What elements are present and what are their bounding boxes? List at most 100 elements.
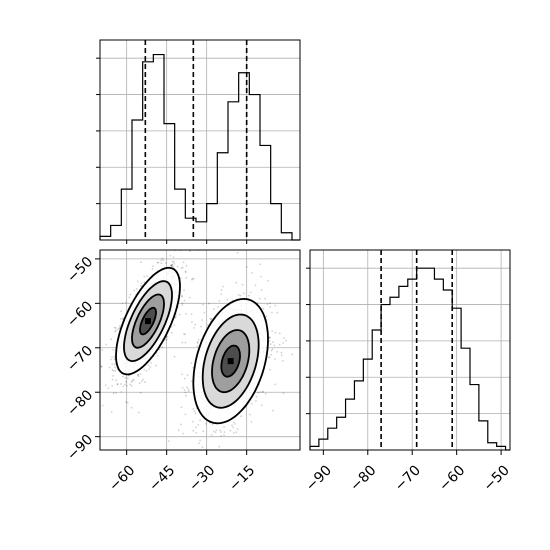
scatter-point bbox=[190, 380, 193, 382]
x-tick-label: −30 bbox=[186, 462, 218, 494]
scatter-point bbox=[214, 431, 217, 434]
scatter-point bbox=[119, 317, 122, 320]
scatter-point bbox=[210, 434, 213, 436]
scatter-point bbox=[114, 329, 117, 332]
scatter-point bbox=[165, 338, 168, 341]
scatter-point bbox=[119, 324, 121, 327]
scatter-point bbox=[130, 380, 133, 383]
scatter-point bbox=[255, 395, 258, 398]
scatter-point bbox=[173, 262, 176, 265]
scatter-point bbox=[167, 440, 170, 442]
scatter-point bbox=[138, 382, 141, 385]
scatter-point bbox=[100, 365, 103, 368]
scatter-point bbox=[115, 379, 117, 382]
scatter-point bbox=[129, 383, 132, 386]
scatter-point bbox=[179, 313, 181, 316]
scatter-point bbox=[264, 297, 266, 300]
scatter-point bbox=[111, 363, 114, 365]
scatter-point bbox=[183, 389, 186, 391]
scatter-point bbox=[111, 378, 114, 381]
histogram-step bbox=[309, 267, 510, 451]
x-tick-label: −15 bbox=[226, 462, 258, 494]
scatter-point bbox=[203, 311, 206, 314]
scatter-point bbox=[108, 366, 111, 369]
scatter-point bbox=[111, 385, 114, 387]
scatter-point bbox=[269, 343, 272, 345]
scatter-point bbox=[251, 272, 253, 274]
scatter-point bbox=[157, 261, 160, 264]
scatter-point bbox=[264, 393, 267, 395]
scatter-point bbox=[220, 293, 223, 296]
scatter-point bbox=[220, 289, 223, 291]
scatter-point bbox=[202, 303, 204, 306]
scatter-point bbox=[87, 382, 89, 384]
scatter-point bbox=[195, 426, 197, 429]
scatter-point bbox=[112, 349, 115, 351]
scatter-point bbox=[267, 356, 270, 359]
scatter-point bbox=[223, 431, 226, 433]
scatter-point bbox=[181, 294, 183, 297]
scatter-point bbox=[104, 384, 107, 387]
scatter-point bbox=[278, 332, 281, 335]
scatter-point bbox=[258, 297, 261, 300]
scatter-point bbox=[245, 266, 248, 268]
scatter-point bbox=[114, 327, 117, 329]
scatter-point bbox=[187, 390, 190, 393]
scatter-point bbox=[160, 259, 162, 262]
scatter-point bbox=[164, 262, 167, 264]
scatter-point bbox=[274, 383, 277, 386]
scatter-point bbox=[126, 401, 129, 404]
scatter-point bbox=[100, 366, 103, 368]
scatter-point bbox=[180, 423, 183, 426]
scatter-point bbox=[201, 319, 204, 321]
scatter-point bbox=[180, 406, 183, 409]
scatter-point bbox=[114, 370, 117, 372]
scatter-point bbox=[170, 264, 173, 267]
scatter-point bbox=[232, 426, 235, 429]
scatter-point bbox=[129, 293, 132, 296]
scatter-point bbox=[190, 313, 193, 316]
scatter-point bbox=[139, 373, 142, 375]
scatter-point bbox=[184, 270, 187, 273]
scatter-point bbox=[226, 298, 229, 301]
scatter-point bbox=[192, 366, 195, 369]
scatter-point bbox=[210, 318, 213, 321]
scatter-point bbox=[282, 392, 285, 395]
scatter-point bbox=[140, 261, 142, 264]
x-tick-label: −70 bbox=[392, 462, 424, 494]
scatter-point bbox=[114, 366, 116, 369]
scatter-point bbox=[101, 349, 104, 351]
scatter-point bbox=[217, 305, 220, 308]
scatter-point bbox=[181, 302, 184, 304]
scatter-point bbox=[140, 284, 142, 287]
scatter-point bbox=[112, 369, 115, 372]
histogram-step bbox=[99, 53, 300, 241]
scatter-point bbox=[251, 403, 253, 405]
scatter-point bbox=[152, 265, 154, 267]
scatter-point bbox=[170, 331, 173, 334]
scatter-point bbox=[220, 431, 223, 433]
scatter-point bbox=[184, 341, 187, 344]
scatter-point bbox=[271, 330, 273, 332]
scatter-point bbox=[182, 432, 185, 435]
scatter-point bbox=[156, 261, 159, 264]
scatter-point bbox=[173, 324, 176, 327]
scatter-point bbox=[179, 277, 182, 280]
scatter-point bbox=[274, 331, 277, 334]
scatter-point bbox=[205, 422, 207, 425]
scatter-point bbox=[177, 429, 180, 432]
scatter-point bbox=[111, 356, 113, 359]
scatter-point bbox=[116, 383, 119, 386]
scatter-point bbox=[269, 336, 271, 339]
scatter-point bbox=[193, 410, 196, 412]
scatter-point bbox=[197, 338, 200, 341]
axes-frame bbox=[99, 39, 301, 241]
y-tick-label: −90 bbox=[64, 432, 96, 464]
contour-core bbox=[145, 318, 151, 325]
scatter-point bbox=[113, 326, 116, 329]
scatter-point bbox=[143, 281, 146, 284]
scatter-point bbox=[232, 432, 235, 434]
scatter-point bbox=[211, 423, 214, 426]
scatter-point bbox=[281, 360, 284, 362]
